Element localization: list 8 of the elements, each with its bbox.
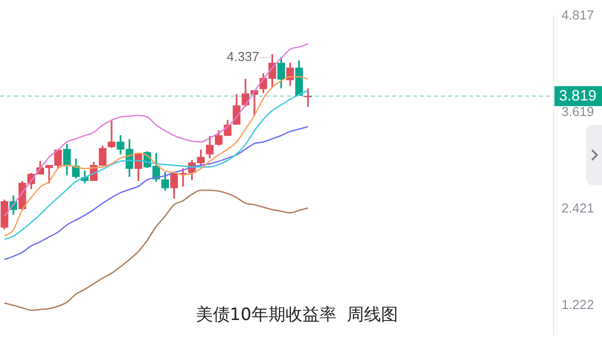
text: 美债10年期收益率 周线图	[196, 305, 398, 325]
ref-line-label: 3.819	[558, 87, 597, 104]
y-tick-label: 1.222	[561, 296, 594, 312]
line-series	[4, 126, 309, 260]
y-tick-label: 3.619	[561, 104, 594, 119]
annotation: 4.337	[226, 49, 260, 64]
y-tick-label: 4.817	[561, 7, 594, 22]
y-tick-label: 2.421	[561, 200, 594, 216]
